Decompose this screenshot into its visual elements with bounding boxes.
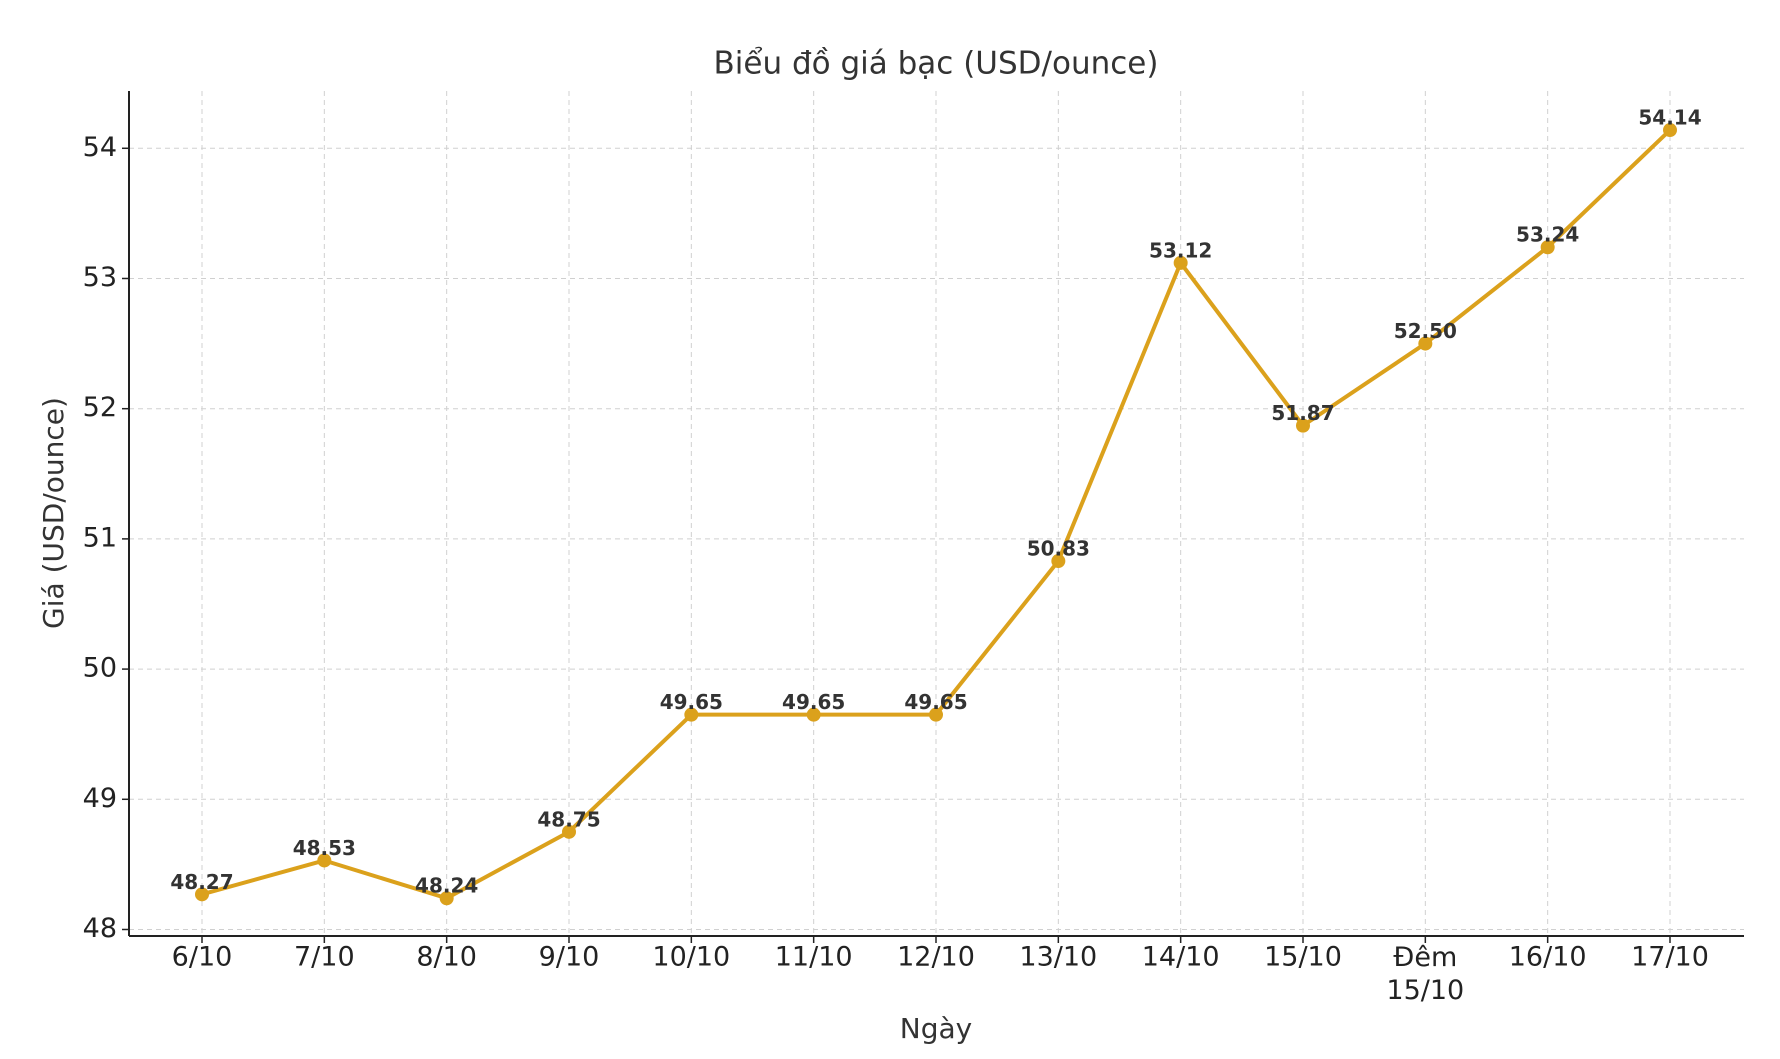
data-label: 48.53 xyxy=(293,836,356,860)
x-tick-label: 9/10 xyxy=(539,942,600,973)
data-label: 48.75 xyxy=(537,807,600,831)
x-axis-label: Ngày xyxy=(900,1012,972,1045)
x-tick-label: 10/10 xyxy=(652,942,730,973)
data-label: 48.27 xyxy=(170,870,233,894)
data-label: 54.14 xyxy=(1638,106,1701,130)
y-tick-label: 53 xyxy=(83,262,117,293)
x-tick-label-line: Đêm xyxy=(1393,942,1457,973)
data-label: 53.12 xyxy=(1149,238,1212,262)
data-label: 50.83 xyxy=(1027,537,1090,561)
data-label: 52.50 xyxy=(1394,319,1457,343)
point xyxy=(439,891,454,906)
point xyxy=(1418,336,1433,351)
point xyxy=(317,853,332,868)
point xyxy=(1663,123,1677,138)
point xyxy=(1051,554,1066,569)
point xyxy=(806,707,821,722)
x-tick-label: 17/10 xyxy=(1631,942,1709,973)
y-axis-label: Giá (USD/ounce) xyxy=(37,397,70,629)
x-tick-label: 13/10 xyxy=(1019,942,1097,973)
data-label: 49.65 xyxy=(660,690,723,714)
point xyxy=(684,707,699,722)
point xyxy=(1173,255,1188,270)
data-label: 48.24 xyxy=(415,874,478,898)
y-tick-label: 48 xyxy=(83,913,117,944)
x-tick-label: 8/10 xyxy=(416,942,477,973)
x-tick-label-line: 15/10 xyxy=(1386,975,1464,1006)
data-label: 51.87 xyxy=(1271,401,1334,425)
x-tick-label: Đêm 15/10 xyxy=(1386,942,1464,1006)
x-tick-label: 14/10 xyxy=(1142,942,1220,973)
point xyxy=(562,824,576,839)
x-tick-label: 16/10 xyxy=(1509,942,1587,973)
point xyxy=(1540,240,1555,255)
y-tick-label: 50 xyxy=(83,653,117,684)
y-tick-label: 49 xyxy=(83,783,117,814)
y-tick-label: 54 xyxy=(83,132,117,163)
point xyxy=(195,887,209,902)
chart-title: Biểu đồ giá bạc (USD/ounce) xyxy=(714,46,1159,82)
data-label: 49.65 xyxy=(782,690,845,714)
x-tick-label: 12/10 xyxy=(897,942,975,973)
point xyxy=(929,707,943,722)
x-tick-label: 6/10 xyxy=(172,942,233,973)
y-tick-label: 52 xyxy=(83,392,117,423)
x-tick-label: 15/10 xyxy=(1264,942,1342,973)
x-tick-label: 7/10 xyxy=(294,942,355,973)
y-tick-label: 51 xyxy=(83,522,117,553)
data-label: 53.24 xyxy=(1516,223,1579,247)
data-label: 49.65 xyxy=(904,690,967,714)
point xyxy=(1296,418,1310,433)
x-tick-label: 11/10 xyxy=(775,942,853,973)
